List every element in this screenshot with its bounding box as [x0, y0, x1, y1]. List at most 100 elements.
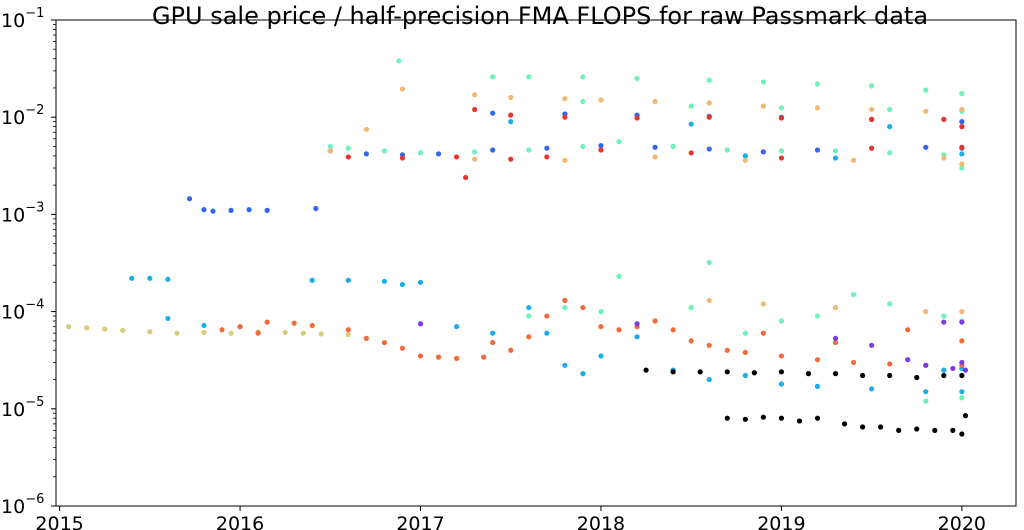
data-point	[778, 318, 785, 324]
data-point	[544, 145, 550, 151]
data-point	[228, 330, 234, 336]
data-point	[688, 304, 694, 311]
data-point	[526, 147, 532, 153]
x-tick-label: 2016	[216, 513, 264, 530]
data-point	[165, 276, 171, 282]
data-point	[84, 325, 90, 331]
data-point	[544, 330, 550, 336]
data-point	[814, 81, 821, 87]
data-point	[923, 87, 929, 93]
y-tick-label: 10−1	[1, 6, 44, 32]
data-point	[363, 126, 369, 132]
data-point	[778, 353, 785, 359]
data-point	[869, 342, 875, 348]
data-point	[562, 96, 568, 102]
data-point	[201, 329, 207, 336]
data-point	[796, 418, 803, 424]
data-point	[706, 146, 712, 152]
data-point	[869, 116, 875, 122]
data-point	[313, 205, 319, 212]
data-point	[472, 149, 478, 155]
data-point	[66, 324, 72, 330]
x-tick-label: 2017	[396, 513, 444, 530]
data-point	[959, 319, 965, 325]
x-tick-label: 2015	[35, 513, 83, 530]
data-point	[345, 154, 351, 160]
data-point	[309, 322, 315, 329]
data-point	[724, 415, 730, 421]
data-point	[959, 144, 965, 150]
data-point	[742, 330, 748, 336]
y-tick-label: 10−6	[1, 492, 44, 518]
data-point	[850, 157, 857, 163]
data-point	[706, 77, 712, 83]
data-point	[381, 339, 388, 346]
data-point	[706, 342, 712, 348]
data-point	[255, 330, 261, 336]
data-point	[454, 324, 460, 330]
data-point	[959, 165, 965, 171]
data-point	[120, 327, 126, 334]
y-tick-base: 10	[1, 10, 25, 32]
data-point	[580, 371, 586, 377]
data-point	[914, 426, 920, 432]
data-point	[598, 353, 604, 359]
data-point	[950, 427, 956, 433]
data-point	[869, 106, 875, 113]
data-point	[814, 357, 821, 363]
data-point	[869, 145, 875, 151]
data-point	[417, 321, 424, 327]
data-point	[850, 359, 857, 366]
plot-frame	[55, 19, 1017, 507]
data-point	[760, 149, 766, 155]
data-point	[652, 318, 658, 324]
data-point	[724, 147, 730, 153]
data-point	[508, 119, 514, 125]
data-point	[381, 148, 388, 154]
data-point	[399, 86, 406, 92]
data-point	[742, 349, 748, 356]
data-point	[417, 353, 424, 359]
data-point	[962, 367, 969, 373]
data-point	[959, 389, 965, 395]
y-tick-base: 10	[1, 107, 25, 129]
data-point	[616, 327, 622, 333]
y-tick-base: 10	[1, 204, 25, 226]
y-tick-exponent: −3	[25, 200, 44, 215]
data-point	[264, 207, 270, 213]
data-point	[490, 74, 496, 80]
data-point	[399, 155, 406, 161]
data-point	[435, 151, 442, 157]
data-point	[941, 313, 947, 319]
y-tick-exponent: −5	[25, 395, 44, 410]
data-point	[832, 339, 839, 346]
data-point	[562, 114, 568, 120]
data-point	[508, 94, 514, 100]
data-point	[941, 155, 947, 161]
data-point	[697, 369, 703, 375]
data-point	[472, 106, 478, 113]
data-point	[832, 155, 839, 161]
data-point	[905, 327, 911, 333]
data-point	[598, 147, 604, 153]
data-point	[129, 275, 135, 281]
data-point	[923, 362, 929, 368]
y-tick-exponent: −2	[25, 103, 44, 118]
data-point	[959, 90, 965, 97]
data-point	[562, 362, 568, 368]
data-point	[887, 124, 893, 130]
chart-title: GPU sale price / half-precision FMA FLOP…	[152, 2, 928, 30]
axes: 2015 2016 2017 2018 2019 202010−610−510−410−3…	[1, 6, 986, 530]
data-point	[643, 367, 649, 373]
data-point	[814, 415, 821, 421]
data-point	[472, 92, 478, 98]
data-point	[219, 327, 225, 333]
data-point	[165, 315, 171, 322]
data-point	[580, 74, 586, 80]
data-point	[616, 139, 622, 145]
data-point	[950, 365, 956, 372]
data-point	[688, 121, 694, 127]
data-point	[832, 335, 839, 342]
data-point	[435, 354, 442, 360]
